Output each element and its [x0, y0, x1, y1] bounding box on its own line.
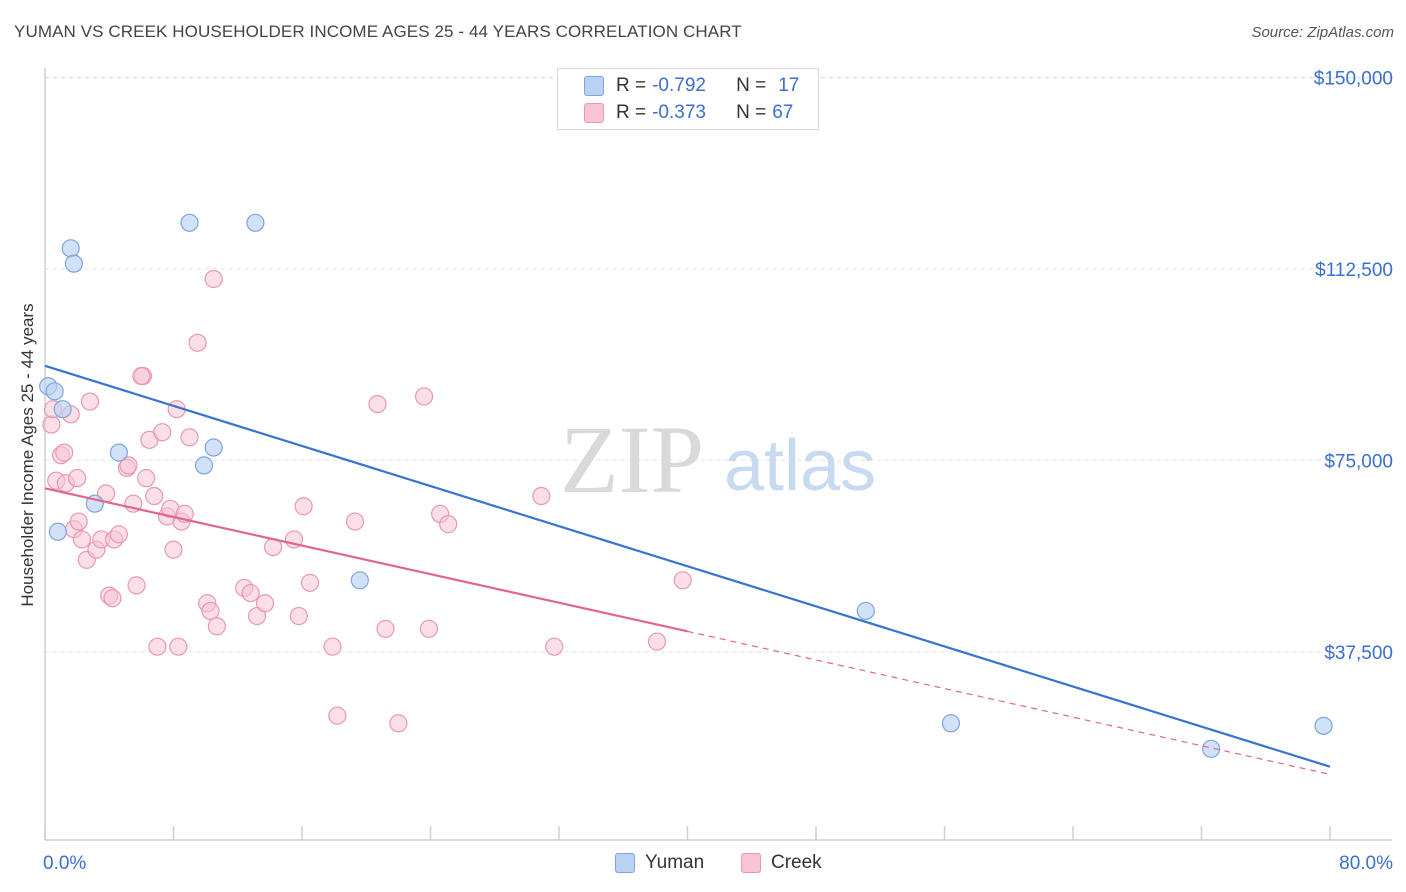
y-tick-label: $37,500	[1324, 643, 1393, 664]
creek-point	[207, 617, 226, 636]
creek-point	[241, 583, 260, 603]
yuman-point	[246, 213, 265, 232]
yuman-points	[39, 213, 1333, 758]
creek-trend-line	[44, 487, 688, 633]
creek-point	[103, 589, 122, 608]
creek-point	[389, 714, 408, 733]
creek-point	[55, 443, 74, 462]
chart-title: YUMAN VS CREEK HOUSEHOLDER INCOME AGES 2…	[14, 22, 742, 41]
creek-point	[368, 394, 387, 414]
yuman-trend-line	[44, 364, 1331, 768]
yuman-point	[194, 456, 214, 475]
creek-point	[414, 387, 434, 406]
axes	[44, 68, 1392, 841]
y-tick-labels: $37,500 $75,000 $112,500 $150,000	[1314, 68, 1393, 664]
yuman-point	[856, 601, 875, 621]
creek-point	[164, 540, 183, 559]
creek-points	[42, 269, 692, 733]
n-label: N =	[736, 102, 767, 123]
creek-point	[68, 469, 87, 488]
creek-point	[545, 637, 564, 656]
yuman-point	[109, 443, 128, 462]
creek-point	[204, 269, 223, 289]
yuman-point	[61, 239, 80, 258]
creek-swatch	[741, 853, 761, 873]
creek-point	[532, 486, 551, 506]
legend-label-yuman: Yuman	[645, 852, 705, 873]
creek-point	[132, 366, 151, 386]
yuman-point	[64, 254, 84, 273]
creek-point	[201, 601, 220, 621]
yuman-point	[45, 382, 64, 401]
series-legend: Yuman Creek	[0, 852, 1406, 878]
yuman-point	[180, 213, 199, 232]
stats-row-creek: R = -0.373 N = 67	[584, 100, 793, 126]
r-value: -0.792	[652, 75, 706, 96]
creek-point	[169, 637, 188, 656]
stats-legend: R = -0.792 N = 17 R = -0.373 N = 67	[557, 68, 819, 130]
r-label: R =	[616, 75, 647, 96]
creek-point	[137, 469, 156, 488]
creek-point	[647, 632, 667, 651]
yuman-point	[204, 438, 223, 457]
x-tick-label: 80.0%	[1339, 853, 1393, 874]
creek-point	[180, 428, 199, 447]
creek-trend-extension	[687, 630, 1331, 775]
watermark-atlas: atlas	[724, 426, 876, 506]
creek-point	[323, 637, 342, 656]
n-value: 67	[772, 102, 794, 123]
watermark: ZIP atlas	[560, 406, 876, 513]
yuman-swatch	[615, 853, 635, 873]
yuman-point	[53, 400, 72, 419]
creek-point	[439, 515, 458, 534]
yuman-swatch	[584, 76, 604, 96]
creek-point	[419, 619, 438, 638]
yuman-point	[48, 522, 67, 541]
creek-point	[72, 530, 92, 549]
creek-point	[42, 415, 61, 434]
creek-point	[145, 486, 164, 506]
n-label: N =	[736, 75, 767, 96]
creek-point	[109, 525, 128, 544]
creek-point	[300, 573, 320, 592]
stats-row-yuman: R = -0.792 N = 17	[584, 73, 799, 99]
watermark-zip: ZIP	[560, 406, 704, 513]
creek-point	[127, 576, 146, 595]
r-label: R =	[616, 102, 647, 123]
yuman-point	[941, 714, 961, 733]
trend-lines	[44, 364, 1331, 775]
n-value: 17	[778, 75, 800, 96]
creek-point	[345, 512, 365, 531]
r-value: -0.373	[652, 102, 706, 123]
creek-swatch	[584, 103, 604, 123]
creek-point	[80, 392, 100, 411]
creek-point	[673, 571, 692, 590]
legend-label-creek: Creek	[771, 852, 822, 873]
grid-lines	[45, 76, 1395, 653]
creek-point	[188, 333, 207, 352]
yuman-point	[1314, 716, 1333, 735]
creek-point	[153, 423, 172, 442]
creek-point	[289, 606, 308, 626]
yuman-point	[350, 571, 369, 590]
y-tick-label: $112,500	[1315, 260, 1393, 281]
legend-item-yuman: Yuman	[615, 852, 704, 874]
y-tick-label: $150,000	[1314, 68, 1393, 89]
creek-point	[119, 456, 138, 475]
x-tick-labels: 0.0% 80.0%	[43, 853, 1393, 874]
yuman-point	[1202, 739, 1221, 758]
legend-item-creek: Creek	[741, 852, 822, 874]
creek-point	[69, 512, 88, 531]
x-tick-label: 0.0%	[43, 853, 86, 874]
creek-point	[255, 594, 275, 613]
creek-point	[148, 637, 167, 656]
creek-point	[294, 497, 313, 516]
y-tick-label: $75,000	[1324, 451, 1393, 472]
creek-point	[328, 706, 347, 725]
creek-point	[376, 619, 395, 638]
source-label: Source: ZipAtlas.com	[1251, 24, 1394, 41]
